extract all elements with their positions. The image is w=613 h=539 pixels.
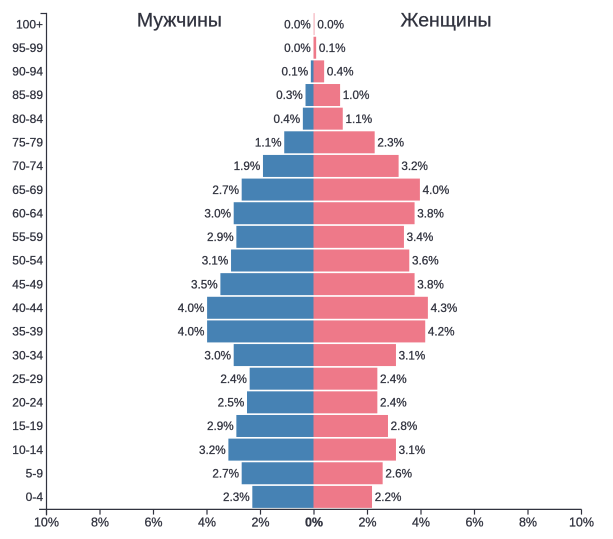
svg-text:65-69: 65-69 — [12, 183, 43, 197]
svg-text:2.5%: 2.5% — [218, 397, 245, 410]
svg-text:0%: 0% — [305, 516, 323, 530]
svg-text:70-74: 70-74 — [12, 159, 43, 173]
svg-text:75-79: 75-79 — [12, 136, 43, 150]
svg-text:15-19: 15-19 — [12, 419, 43, 433]
svg-text:2%: 2% — [251, 516, 269, 530]
svg-text:55-59: 55-59 — [12, 230, 43, 244]
svg-text:95-99: 95-99 — [12, 41, 43, 55]
svg-text:0.0%: 0.0% — [284, 18, 311, 31]
svg-text:2.3%: 2.3% — [223, 491, 250, 504]
svg-text:3.2%: 3.2% — [401, 160, 428, 173]
svg-text:10-14: 10-14 — [12, 443, 43, 457]
svg-text:Мужчины: Мужчины — [137, 9, 222, 31]
svg-text:1.1%: 1.1% — [345, 113, 372, 126]
svg-text:3.0%: 3.0% — [204, 349, 231, 362]
svg-text:0.4%: 0.4% — [327, 66, 354, 79]
svg-text:90-94: 90-94 — [12, 65, 43, 79]
svg-text:8%: 8% — [91, 516, 109, 530]
svg-text:60-64: 60-64 — [12, 206, 43, 220]
svg-text:0.3%: 0.3% — [276, 89, 303, 102]
svg-text:1.0%: 1.0% — [343, 89, 370, 102]
svg-text:4.0%: 4.0% — [423, 184, 450, 197]
svg-text:3.5%: 3.5% — [191, 278, 218, 291]
svg-text:2.7%: 2.7% — [212, 467, 239, 480]
svg-text:2.4%: 2.4% — [220, 373, 247, 386]
svg-text:40-44: 40-44 — [12, 301, 43, 315]
svg-text:30-34: 30-34 — [12, 348, 43, 362]
svg-text:3.8%: 3.8% — [417, 207, 444, 220]
svg-text:2.4%: 2.4% — [380, 373, 407, 386]
svg-text:3.1%: 3.1% — [399, 349, 426, 362]
svg-text:25-29: 25-29 — [12, 372, 43, 386]
svg-text:2%: 2% — [358, 516, 376, 530]
svg-text:Женщины: Женщины — [400, 9, 491, 31]
svg-text:4%: 4% — [412, 516, 430, 530]
svg-text:2.8%: 2.8% — [391, 420, 418, 433]
svg-text:0.4%: 0.4% — [274, 113, 301, 126]
svg-text:3.2%: 3.2% — [199, 444, 226, 457]
svg-text:35-39: 35-39 — [12, 325, 43, 339]
svg-text:10%: 10% — [569, 516, 594, 530]
svg-text:100+: 100+ — [16, 17, 43, 31]
svg-text:3.8%: 3.8% — [417, 278, 444, 291]
svg-text:50-54: 50-54 — [12, 254, 43, 268]
svg-text:2.2%: 2.2% — [375, 491, 402, 504]
svg-text:0.0%: 0.0% — [284, 42, 311, 55]
svg-text:2.6%: 2.6% — [385, 467, 412, 480]
svg-text:3.1%: 3.1% — [399, 444, 426, 457]
svg-text:85-89: 85-89 — [12, 88, 43, 102]
svg-text:80-84: 80-84 — [12, 112, 43, 126]
svg-text:3.0%: 3.0% — [204, 207, 231, 220]
svg-text:2.3%: 2.3% — [377, 137, 404, 150]
svg-text:2.4%: 2.4% — [380, 397, 407, 410]
svg-text:45-49: 45-49 — [12, 277, 43, 291]
svg-text:4%: 4% — [198, 516, 216, 530]
svg-text:5-9: 5-9 — [26, 466, 44, 480]
svg-text:2.7%: 2.7% — [212, 184, 239, 197]
svg-text:8%: 8% — [519, 516, 537, 530]
svg-text:3.6%: 3.6% — [412, 255, 439, 268]
svg-text:0.1%: 0.1% — [319, 42, 346, 55]
svg-text:0.1%: 0.1% — [281, 66, 308, 79]
svg-text:4.2%: 4.2% — [428, 326, 455, 339]
svg-text:4.0%: 4.0% — [178, 326, 205, 339]
svg-text:0.0%: 0.0% — [317, 18, 344, 31]
svg-text:4.0%: 4.0% — [178, 302, 205, 315]
svg-text:1.9%: 1.9% — [234, 160, 261, 173]
svg-text:10%: 10% — [34, 516, 59, 530]
svg-text:3.1%: 3.1% — [202, 255, 229, 268]
svg-text:6%: 6% — [144, 516, 162, 530]
svg-text:2.9%: 2.9% — [207, 231, 234, 244]
svg-text:20-24: 20-24 — [12, 396, 43, 410]
svg-text:4.3%: 4.3% — [431, 302, 458, 315]
svg-text:3.4%: 3.4% — [407, 231, 434, 244]
svg-text:0-4: 0-4 — [26, 490, 44, 504]
svg-text:1.1%: 1.1% — [255, 137, 282, 150]
svg-text:6%: 6% — [465, 516, 483, 530]
svg-text:2.9%: 2.9% — [207, 420, 234, 433]
